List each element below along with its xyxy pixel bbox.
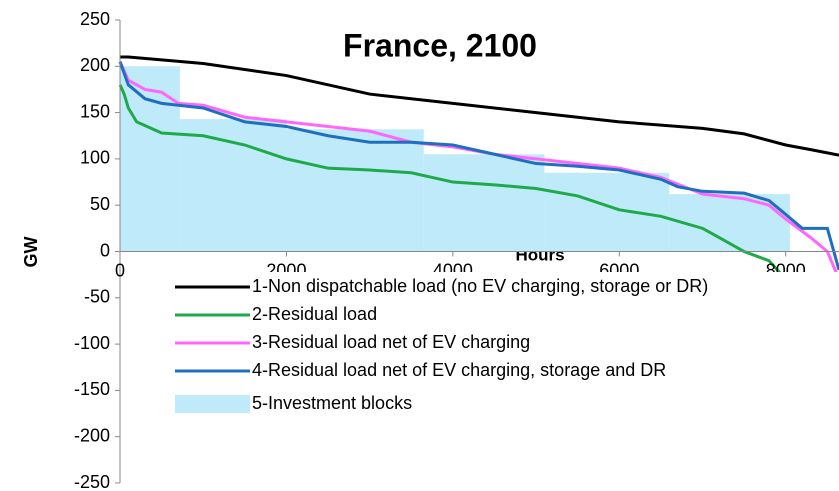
legend-swatch xyxy=(175,395,250,413)
y-tick-label: -100 xyxy=(74,333,110,353)
legend-label: 2-Residual load xyxy=(252,304,377,324)
series-line xyxy=(118,61,839,271)
y-tick-label: 250 xyxy=(80,9,110,29)
series-line xyxy=(120,55,839,157)
legend-background xyxy=(126,272,839,418)
investment-block xyxy=(286,129,424,252)
y-tick-label: -150 xyxy=(74,379,110,399)
y-tick-label: -50 xyxy=(84,287,110,307)
legend-label: 4-Residual load net of EV charging, stor… xyxy=(252,360,666,380)
legend-label: 1-Non dispatchable load (no EV charging,… xyxy=(252,276,708,296)
y-tick-label: 0 xyxy=(100,240,110,260)
legend-label: 3-Residual load net of EV charging xyxy=(252,332,530,352)
chart-title: France, 2100 xyxy=(343,27,537,63)
plot-area xyxy=(118,55,839,336)
y-tick-label: -250 xyxy=(74,472,110,491)
investment-block xyxy=(423,154,545,252)
y-tick-label: 50 xyxy=(90,194,110,214)
x-tick-label: 0 xyxy=(115,260,125,280)
y-tick-label: 150 xyxy=(80,101,110,121)
investment-block xyxy=(544,172,670,252)
y-tick-label: 200 xyxy=(80,55,110,75)
series-line xyxy=(118,84,839,336)
y-tick-label: 100 xyxy=(80,148,110,168)
investment-block xyxy=(179,119,287,252)
y-axis-label: GW xyxy=(21,236,41,267)
y-tick-label: -200 xyxy=(74,425,110,445)
legend: 1-Non dispatchable load (no EV charging,… xyxy=(126,272,839,418)
legend-label: 5-Investment blocks xyxy=(252,393,412,413)
investment-block xyxy=(120,66,180,252)
